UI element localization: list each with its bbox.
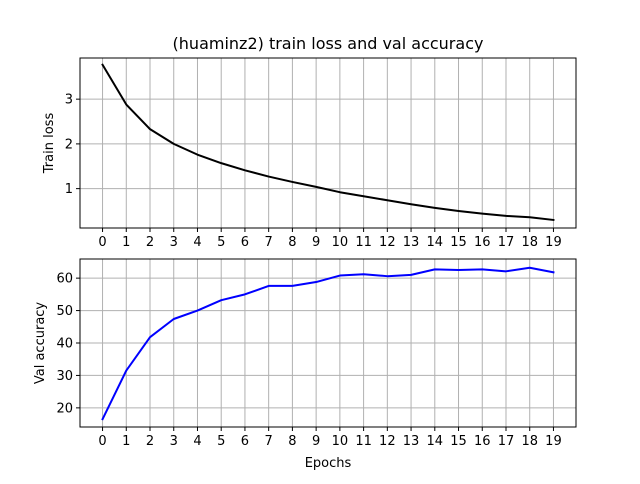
train-loss-x-tick-label: 7 [265, 235, 273, 250]
val-accuracy-y-tick-label: 40 [56, 337, 73, 352]
train-loss-x-tick-label: 19 [545, 235, 562, 250]
val-accuracy-x-tick-label: 12 [379, 434, 396, 449]
val-accuracy-y-tick-label: 20 [56, 401, 73, 416]
x-axis-label: Epochs [305, 456, 352, 471]
val-accuracy-series-line [101, 266, 555, 421]
train-loss-x-tick-label: 18 [521, 235, 538, 250]
val-accuracy-x-tick-label: 11 [355, 434, 372, 449]
bottom-y-axis-label: Val accuracy [33, 302, 48, 385]
train-loss-x-tick-label: 2 [146, 235, 154, 250]
top-y-axis-label: Train loss [42, 113, 57, 175]
train-loss-x-tick-label: 1 [122, 235, 130, 250]
val-accuracy-x-tick-label: 13 [403, 434, 420, 449]
train-loss-x-tick-label: 11 [355, 235, 372, 250]
train-loss-x-tick-label: 4 [193, 235, 201, 250]
train-loss-x-tick-label: 15 [450, 235, 467, 250]
train-loss-y-tick-label: 1 [65, 182, 73, 197]
train-loss-y-tick-label: 2 [65, 137, 73, 152]
val-accuracy-x-tick-label: 7 [265, 434, 273, 449]
val-accuracy-x-tick-label: 19 [545, 434, 562, 449]
train-loss-x-tick-label: 10 [332, 235, 349, 250]
train-loss-x-tick-label: 8 [288, 235, 296, 250]
chart-title: (huaminz2) train loss and val accuracy [173, 34, 484, 53]
train-loss-series-line [101, 63, 555, 222]
train-loss-x-tick-label: 16 [474, 235, 491, 250]
val-accuracy-y-tick-label: 60 [56, 272, 73, 287]
val-accuracy-x-tick-label: 18 [521, 434, 538, 449]
val-accuracy-plot-frame [79, 258, 577, 428]
val-accuracy-x-tick-label: 15 [450, 434, 467, 449]
train-loss-x-tick-label: 5 [217, 235, 225, 250]
train-loss-x-tick-label: 3 [170, 235, 178, 250]
val-accuracy-x-tick-label: 4 [193, 434, 201, 449]
val-accuracy-x-tick-label: 17 [498, 434, 515, 449]
train-loss-x-tick-label: 0 [98, 235, 106, 250]
train-loss-x-tick-label: 17 [498, 235, 515, 250]
val-accuracy-x-tick-label: 1 [122, 434, 130, 449]
train-loss-x-tick-label: 14 [427, 235, 444, 250]
val-accuracy-x-tick-label: 10 [332, 434, 349, 449]
val-accuracy-x-tick-label: 5 [217, 434, 225, 449]
train-loss-x-tick-label: 13 [403, 235, 420, 250]
val-accuracy-x-tick-label: 0 [98, 434, 106, 449]
val-accuracy-x-tick-label: 3 [170, 434, 178, 449]
val-accuracy-x-tick-label: 8 [288, 434, 296, 449]
val-accuracy-x-tick-label: 9 [312, 434, 320, 449]
val-accuracy-x-tick-label: 2 [146, 434, 154, 449]
val-accuracy-y-tick-label: 30 [56, 369, 73, 384]
train-loss-x-tick-label: 6 [241, 235, 249, 250]
val-accuracy-x-tick-label: 6 [241, 434, 249, 449]
train-loss-x-tick-label: 12 [379, 235, 396, 250]
val-accuracy-x-tick-label: 14 [427, 434, 444, 449]
train-loss-x-tick-label: 9 [312, 235, 320, 250]
val-accuracy-x-tick-label: 16 [474, 434, 491, 449]
train-loss-y-tick-label: 3 [65, 93, 73, 108]
train-loss-plot-frame [79, 57, 577, 229]
val-accuracy-y-tick-label: 50 [56, 304, 73, 319]
